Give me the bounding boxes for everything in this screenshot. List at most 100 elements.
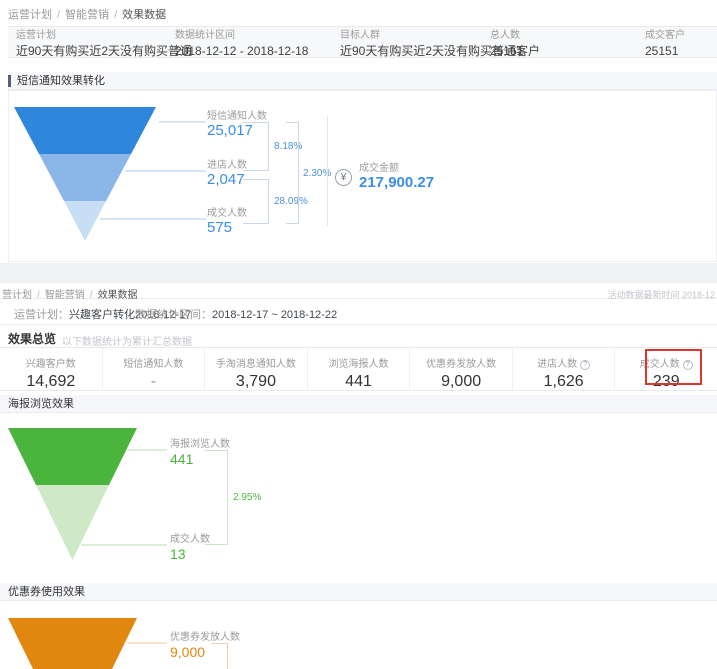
poster-rate: 2.95%: [233, 492, 262, 503]
stage1-label: 短信通知人数: [207, 111, 267, 122]
data-update-note: 活动数据最新时间 2018-12: [607, 290, 715, 300]
stat-poster-views-value: 441: [345, 373, 372, 390]
stat-store-visits: 进店人数? 1,626: [513, 348, 616, 390]
amount-divider: [327, 116, 328, 226]
plan-field: 运营计划：兴趣客户转化2018-12-17: [14, 306, 191, 322]
sms-funnel-panel: 短信通知人数 25,017 进店人数 2,047 成交人数 575 8.18% …: [8, 90, 717, 262]
stat-coupons-issued-label: 优惠券发放人数: [426, 359, 497, 370]
rate-bracket-step2: [243, 179, 269, 224]
breadcrumb-item-marketing[interactable]: 智能营销: [65, 9, 110, 21]
stat-poster-views: 浏览海报人数 441: [308, 348, 411, 390]
breadcrumb-item-plan[interactable]: 运营计划: [8, 9, 52, 21]
range-field-label: 数据统计区间：: [135, 309, 212, 321]
stat-taobao-message: 手淘消息通知人数 3,790: [205, 348, 308, 390]
info-audience-label: 目标人群: [340, 30, 380, 41]
info-plan-label: 运营计划: [16, 30, 56, 41]
plan-field-label: 运营计划：: [14, 309, 69, 321]
stage2-label: 进店人数: [207, 160, 247, 171]
coupon-rate-bracket: [212, 643, 228, 669]
stat-interest-customers-label: 兴趣客户数: [25, 359, 76, 370]
stage3-label: 成交人数: [207, 208, 247, 219]
poster-title-bar: 海报浏览效果: [0, 395, 717, 413]
info-icon[interactable]: ?: [682, 360, 693, 370]
overview-title: 效果总览: [8, 332, 57, 346]
info-deal-customers: 成交客户 25151: [645, 30, 685, 59]
stat-taobao-message-label: 手淘消息通知人数: [215, 359, 296, 370]
currency-icon: ¥: [335, 169, 352, 186]
deal-amount-label: 成交金额: [359, 163, 399, 174]
rate-step1: 8.18%: [274, 141, 303, 152]
poster-funnel-chart: [8, 428, 167, 560]
info-icon[interactable]: ?: [580, 360, 591, 370]
highlight-box: [645, 349, 702, 385]
funnel-stage3-shape: [64, 201, 106, 241]
stat-coupons-issued-value: 9,000: [441, 373, 482, 390]
breadcrumb-separator: /: [89, 290, 93, 301]
info-total-people: 总人数 25151: [490, 30, 523, 59]
breadcrumb-item-marketing[interactable]: 智能营销: [44, 290, 85, 301]
info-deal-customers-label: 成交客户: [645, 30, 685, 41]
poster-stage2-label: 成交人数: [170, 534, 210, 545]
stat-sms-notified: 短信通知人数 -: [103, 348, 206, 390]
stat-deals-label: 成交人数?: [615, 355, 717, 370]
rate-step2: 28.09%: [274, 196, 308, 207]
breadcrumb: 营计划 / 智能营销 / 效果数据: [2, 286, 138, 301]
poster-rate-bracket: [205, 450, 228, 545]
range-field-value: 2018-12-17 ~ 2018-12-22: [212, 309, 338, 321]
overview-stats-table: 兴趣客户数 14,692 短信通知人数 - 手淘消息通知人数 3,790 浏览海…: [0, 347, 717, 391]
sms-funnel-chart: [14, 107, 206, 241]
stat-coupons-issued: 优惠券发放人数 9,000: [410, 348, 513, 390]
title-marker: [8, 75, 11, 87]
poster-title: 海报浏览效果: [8, 398, 74, 410]
coupon-title-bar: 优惠券使用效果: [0, 583, 717, 601]
rate-bracket-step1: [243, 122, 269, 171]
stage2-value: 2,047: [207, 171, 245, 188]
rate-overall: 2.30%: [303, 168, 332, 179]
overview-note: 以下数据统计为累计汇总数据: [62, 337, 192, 348]
info-plan: 运营计划 近90天有购买近2天没有购买普通: [16, 30, 192, 59]
stat-store-visits-value: 1,626: [543, 373, 584, 390]
breadcrumb-separator: /: [57, 9, 61, 21]
stat-store-visits-label: 进店人数?: [513, 355, 615, 370]
coupon-funnel-chart: [8, 618, 167, 669]
poster-stage2-shape: [36, 485, 109, 560]
plan-field-value: 兴趣客户转化2018-12-17: [69, 309, 192, 321]
sms-report-section: 运营计划 / 智能营销 / 效果数据 运营计划 近90天有购买近2天没有购买普通 数据统…: [0, 0, 717, 263]
stat-poster-views-label: 浏览海报人数: [328, 359, 389, 370]
campaign-report-section: 营计划 / 智能营销 / 效果数据 活动数据最新时间 2018-12 运营计划：兴趣客户…: [0, 283, 717, 669]
info-total-people-value: 25151: [490, 44, 524, 58]
funnel-stage2-shape: [39, 154, 131, 201]
info-date-range-label: 数据统计区间: [175, 30, 235, 41]
coupon-stage1-value: 9,000: [170, 644, 206, 660]
poster-stage1-shape: [8, 428, 137, 485]
breadcrumb: 运营计划 / 智能营销 / 效果数据: [8, 6, 166, 22]
info-deal-customers-value: 25151: [645, 44, 679, 58]
coupon-title: 优惠券使用效果: [8, 586, 85, 598]
poster-stage2-value: 13: [170, 546, 186, 562]
deal-amount-value: 217,900.27: [359, 174, 435, 191]
coupon-stage1-label: 优惠券发放人数: [170, 632, 240, 643]
sms-funnel-title: 短信通知效果转化: [17, 75, 105, 87]
stage3-value: 575: [207, 219, 233, 236]
stat-interest-customers: 兴趣客户数 14,692: [0, 348, 103, 390]
funnel-stage1-shape: [14, 107, 156, 154]
stat-sms-notified-label: 短信通知人数: [123, 359, 184, 370]
coupon-stage1-shape: [8, 618, 137, 669]
stat-taobao-message-value: 3,790: [235, 373, 276, 390]
stat-deals-value: 239: [652, 373, 680, 390]
info-plan-value: 近90天有购买近2天没有购买普通: [16, 44, 193, 58]
breadcrumb-item-current: 效果数据: [97, 290, 138, 301]
plan-range-row: 运营计划：兴趣客户转化2018-12-17 数据统计区间：2018-12-17 …: [0, 299, 717, 325]
rate-bracket-overall: [286, 122, 299, 224]
poster-stage1-label: 海报浏览人数: [170, 439, 230, 450]
stage1-value: 25,017: [207, 122, 253, 139]
stat-deals: 成交人数? 239: [615, 348, 717, 390]
section-divider: [0, 263, 717, 283]
sms-funnel-title-bar: 短信通知效果转化: [8, 72, 717, 90]
breadcrumb-item-plan[interactable]: 营计划: [2, 290, 32, 301]
stat-interest-customers-value: 14,692: [26, 373, 76, 390]
breadcrumb-separator: /: [37, 290, 40, 301]
info-date-range-value: 2018-12-12 - 2018-12-18: [175, 44, 309, 58]
info-date-range: 数据统计区间 2018-12-12 - 2018-12-18: [175, 30, 308, 59]
